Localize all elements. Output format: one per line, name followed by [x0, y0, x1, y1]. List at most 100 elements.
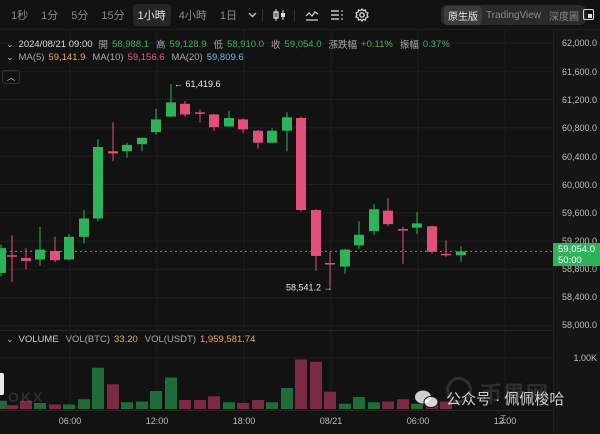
candle[interactable]: [296, 116, 306, 212]
candlestick-type-icon[interactable]: [269, 5, 291, 25]
volume-bar: [92, 367, 104, 409]
candle[interactable]: [311, 209, 321, 271]
volume-bar: [78, 399, 90, 409]
price-tick: 59,600.0: [561, 208, 597, 218]
timeframe-1h[interactable]: 1小時: [132, 3, 171, 26]
candle[interactable]: [93, 139, 103, 222]
candle[interactable]: [137, 137, 147, 152]
candle[interactable]: [209, 113, 219, 131]
timeframe-15m[interactable]: 15分: [101, 9, 125, 22]
candle[interactable]: [108, 122, 118, 162]
ohlc-legend: ⌄ 2024/08/21 09:00 開 58,988.1 高 59,128.9…: [6, 37, 457, 52]
open-label: 開: [98, 40, 109, 51]
candle[interactable]: [412, 212, 422, 235]
timeframe-5m[interactable]: 5分: [71, 9, 89, 22]
candle[interactable]: [282, 112, 292, 152]
ma20-label: MA(20): [171, 52, 203, 63]
timeframe-4h[interactable]: 4小時: [178, 9, 207, 22]
volume-bar: [194, 400, 206, 409]
volume-bar: [179, 400, 191, 409]
fullscreen-icon[interactable]: [583, 9, 594, 20]
candle[interactable]: [441, 240, 451, 257]
indicator-icon[interactable]: [301, 5, 323, 25]
volume-chart[interactable]: [0, 331, 553, 410]
volume-bar: [34, 403, 46, 409]
candle[interactable]: [0, 244, 6, 277]
volume-bar: [411, 403, 423, 409]
candle[interactable]: [398, 226, 408, 264]
candle[interactable]: [369, 204, 379, 235]
candle[interactable]: [50, 236, 60, 263]
change-value: +0.11%: [361, 38, 393, 50]
timeframe-1m[interactable]: 1分: [41, 9, 59, 22]
candle[interactable]: [325, 251, 335, 288]
candle[interactable]: [383, 197, 393, 227]
volume-bar: [6, 405, 18, 409]
volume-bar: [252, 400, 264, 409]
volume-bar: [281, 388, 293, 409]
price-tick: 58,800.0: [561, 264, 597, 274]
volume-bar: [295, 359, 307, 409]
candle[interactable]: [21, 248, 31, 270]
price-axis[interactable]: 62,000.0 61,600.0 61,200.0 60,800.0 60,4…: [553, 30, 600, 434]
price-tick: 61,200.0: [561, 95, 597, 105]
candle[interactable]: [151, 108, 161, 135]
candle[interactable]: [238, 118, 248, 133]
volume-bar: [136, 401, 148, 409]
candle[interactable]: [79, 209, 89, 244]
candle[interactable]: [253, 130, 263, 149]
layout-icon[interactable]: [326, 5, 348, 25]
chevron-down-icon[interactable]: ⌄: [6, 52, 14, 62]
high-value: 59,128.9: [169, 38, 207, 50]
price-tick: 61,600.0: [561, 67, 597, 77]
timeframe-1d[interactable]: 1日: [219, 9, 237, 22]
volume-legend: ⌄ VOLUME VOL(BTC) 33.20 VOL(USDT) 1,959,…: [6, 334, 262, 345]
candle[interactable]: [64, 234, 74, 261]
volume-bar: [339, 403, 351, 409]
candle[interactable]: [224, 110, 234, 128]
timeframe-1s[interactable]: 1秒: [11, 9, 29, 22]
candle[interactable]: [166, 84, 176, 118]
pane-divider[interactable]: [0, 330, 553, 331]
high-annotation: ← 61,419.6: [174, 79, 221, 89]
price-tick: 58,400.0: [561, 292, 597, 302]
view-depth[interactable]: 深度圖: [549, 11, 580, 23]
candle[interactable]: [180, 101, 190, 117]
candle[interactable]: [7, 235, 17, 283]
candle[interactable]: [340, 248, 350, 274]
chevron-down-icon[interactable]: ⌄: [6, 334, 14, 344]
volume-bar: [324, 391, 336, 409]
view-native[interactable]: 原生版: [444, 5, 482, 25]
volume-bar: [368, 402, 380, 409]
candle[interactable]: [354, 221, 364, 249]
change-label: 漲跌幅: [328, 40, 358, 51]
candle[interactable]: [456, 246, 466, 262]
volume-bar: [165, 377, 177, 409]
candle[interactable]: [427, 225, 437, 254]
amplitude-label: 振幅: [399, 40, 419, 51]
candle[interactable]: [122, 142, 132, 158]
gear-icon[interactable]: [351, 5, 373, 25]
vol-btc-value: 33.20: [114, 334, 138, 345]
ma-legend: ⌄ MA(5) 59,141.9 MA(10) 59,156.6 MA(20) …: [6, 52, 251, 63]
time-axis-divider: [0, 410, 553, 411]
view-tradingview[interactable]: TradingView: [486, 9, 542, 21]
chevron-down-icon[interactable]: ⌄: [6, 38, 14, 49]
exchange-watermark: OKX: [8, 389, 45, 405]
candlestick-chart[interactable]: ← 61,419.6 58,541.2 →: [0, 30, 553, 330]
time-tick: 18:00: [232, 416, 256, 426]
low-label: 低: [213, 40, 224, 51]
candle[interactable]: [35, 226, 45, 266]
view-switcher: 原生版 TradingView 深度圖: [441, 5, 587, 25]
vol-usdt-value: 1,959,581.74: [200, 334, 256, 345]
volume-bar: [237, 403, 249, 409]
candle[interactable]: [267, 127, 277, 144]
volume-bar: [310, 361, 322, 409]
candle[interactable]: [195, 109, 205, 123]
collapse-legend-button[interactable]: ︿: [2, 70, 20, 84]
volume-bar: [440, 401, 452, 409]
volume-bar: [397, 399, 409, 409]
ma5-label: MA(5): [18, 52, 45, 63]
chevron-down-icon[interactable]: [245, 5, 259, 25]
side-panel-handle[interactable]: [0, 373, 4, 395]
